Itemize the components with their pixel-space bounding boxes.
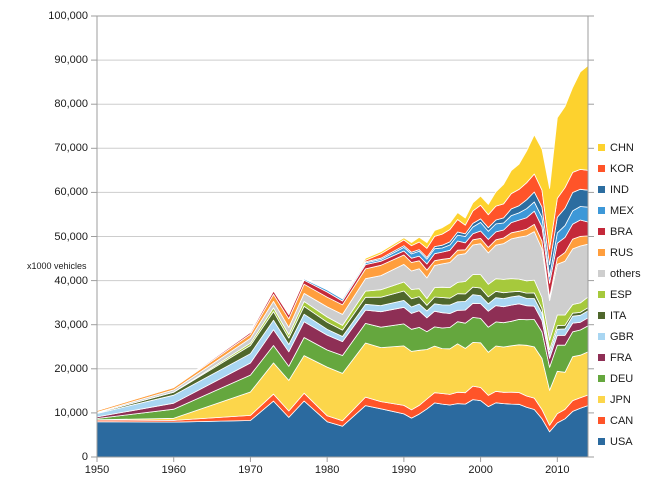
legend-item-mex: MEX xyxy=(598,200,641,221)
x-tick-label: 1970 xyxy=(238,464,263,476)
legend-swatch-gbr xyxy=(598,333,605,340)
y-tick-label: 40,000 xyxy=(54,274,88,287)
y-axis-title: x1000 vehicles xyxy=(27,261,87,271)
x-tick-label: 1950 xyxy=(84,464,110,476)
x-tick-label: 1960 xyxy=(161,464,186,476)
legend-swatch-bra xyxy=(598,228,605,235)
y-tick-label: 70,000 xyxy=(54,142,88,155)
legend-label: ITA xyxy=(610,309,627,322)
legend-label: DEU xyxy=(610,372,634,385)
x-tick-label: 2010 xyxy=(545,464,570,476)
legend-label: ESP xyxy=(610,288,633,301)
legend-swatch-esp xyxy=(598,291,605,298)
legend-label: MEX xyxy=(610,204,634,217)
legend-swatch-mex xyxy=(598,207,605,214)
y-tick-label: 10,000 xyxy=(54,406,88,419)
legend-item-deu: DEU xyxy=(598,368,641,389)
legend-label: CAN xyxy=(610,414,634,427)
legend-item-ind: IND xyxy=(598,179,641,200)
legend-swatch-chn xyxy=(598,144,605,151)
legend-label: CHN xyxy=(610,141,634,154)
legend-item-gbr: GBR xyxy=(598,326,641,347)
y-tick-label: 90,000 xyxy=(54,54,88,67)
legend-item-kor: KOR xyxy=(598,158,641,179)
legend-swatch-rus xyxy=(598,249,605,256)
legend-item-usa: USA xyxy=(598,431,641,452)
legend-label: FRA xyxy=(610,351,632,364)
y-tick-label: 0 xyxy=(81,451,88,463)
legend-label: USA xyxy=(610,435,633,448)
legend-swatch-fra xyxy=(598,354,605,361)
legend-item-can: CAN xyxy=(598,410,641,431)
y-tick-label: 30,000 xyxy=(54,318,88,331)
legend-swatch-ind xyxy=(598,186,605,193)
legend-item-fra: FRA xyxy=(598,347,641,368)
y-tick-label: 20,000 xyxy=(54,362,88,375)
legend-item-esp: ESP xyxy=(598,284,641,305)
y-tick-label: 80,000 xyxy=(54,98,88,111)
legend-swatch-can xyxy=(598,417,605,424)
legend-label: others xyxy=(610,267,641,280)
legend-item-others: others xyxy=(598,263,641,284)
legend-label: KOR xyxy=(610,162,634,175)
legend-item-rus: RUS xyxy=(598,242,641,263)
legend-swatch-usa xyxy=(598,438,605,445)
x-tick-label: 1980 xyxy=(314,464,340,476)
legend-item-jpn: JPN xyxy=(598,389,641,410)
x-tick-label: 2000 xyxy=(468,464,493,476)
legend-item-ita: ITA xyxy=(598,305,641,326)
legend-label: JPN xyxy=(610,393,631,406)
y-tick-label: 100,000 xyxy=(48,10,88,22)
legend: CHN KOR IND MEX BRA RUS others ESP ITA GBR FRA DEU J… xyxy=(598,137,641,452)
legend-label: RUS xyxy=(610,246,634,259)
y-tick-label: 50,000 xyxy=(54,230,88,243)
x-tick-label: 1990 xyxy=(391,464,417,476)
legend-item-chn: CHN xyxy=(598,137,641,158)
y-tick-label: 60,000 xyxy=(54,186,88,199)
legend-swatch-kor xyxy=(598,165,605,172)
legend-label: BRA xyxy=(610,225,633,238)
legend-item-bra: BRA xyxy=(598,221,641,242)
legend-label: IND xyxy=(610,183,629,196)
legend-swatch-others xyxy=(598,270,605,277)
legend-label: GBR xyxy=(610,330,634,343)
legend-swatch-jpn xyxy=(598,396,605,403)
legend-swatch-deu xyxy=(598,375,605,382)
legend-swatch-ita xyxy=(598,312,605,319)
